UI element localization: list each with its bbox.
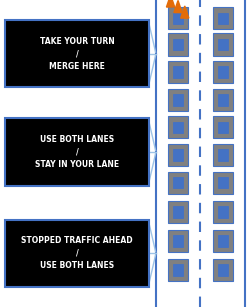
Text: STOPPED TRAFFIC AHEAD
/
USE BOTH LANES: STOPPED TRAFFIC AHEAD / USE BOTH LANES xyxy=(21,236,133,270)
Bar xyxy=(168,230,188,252)
Bar xyxy=(218,264,228,276)
Bar xyxy=(213,259,233,281)
Polygon shape xyxy=(181,6,189,18)
Bar xyxy=(218,122,228,133)
Bar xyxy=(173,13,183,24)
Bar xyxy=(168,116,188,138)
Bar xyxy=(168,201,188,223)
Bar xyxy=(218,235,228,247)
Bar xyxy=(168,172,188,194)
Bar xyxy=(213,230,233,252)
Bar xyxy=(173,235,183,247)
Bar xyxy=(168,7,188,29)
Bar xyxy=(168,144,188,166)
Bar xyxy=(173,149,183,161)
Text: USE BOTH LANES
/
STAY IN YOUR LANE: USE BOTH LANES / STAY IN YOUR LANE xyxy=(35,135,119,169)
Bar xyxy=(213,61,233,83)
Bar xyxy=(218,13,228,24)
Bar xyxy=(5,118,149,186)
Bar xyxy=(213,33,233,56)
Bar xyxy=(173,177,183,188)
Bar xyxy=(218,94,228,106)
Bar xyxy=(173,39,183,50)
Bar xyxy=(173,122,183,133)
Bar xyxy=(218,177,228,188)
Polygon shape xyxy=(167,0,175,7)
Bar xyxy=(213,7,233,29)
Bar xyxy=(218,206,228,218)
Bar xyxy=(168,259,188,281)
Bar xyxy=(5,220,149,287)
Bar xyxy=(168,61,188,83)
Bar xyxy=(213,172,233,194)
Bar xyxy=(168,33,188,56)
Bar xyxy=(168,89,188,111)
Bar xyxy=(213,144,233,166)
Bar xyxy=(173,206,183,218)
Bar xyxy=(218,149,228,161)
Polygon shape xyxy=(174,0,182,13)
Bar xyxy=(173,264,183,276)
Bar xyxy=(173,66,183,78)
Bar xyxy=(213,116,233,138)
Bar xyxy=(218,39,228,50)
Bar xyxy=(5,20,149,87)
Text: TAKE YOUR TURN
/
MERGE HERE: TAKE YOUR TURN / MERGE HERE xyxy=(40,37,115,71)
Bar xyxy=(218,66,228,78)
Bar xyxy=(213,89,233,111)
Bar xyxy=(173,94,183,106)
Bar xyxy=(213,201,233,223)
